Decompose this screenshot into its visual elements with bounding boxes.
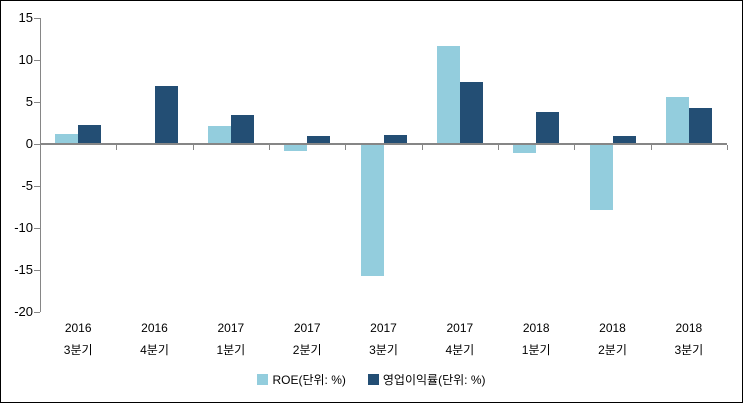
x-axis-label-quarter: 4분기: [140, 343, 169, 357]
y-axis-tick: [34, 186, 40, 187]
x-axis-label: 2016 4분기: [116, 317, 192, 361]
chart-legend: ROE(단위: %) 영업이익률(단위: %): [1, 371, 742, 388]
x-axis-label-year: 2017: [293, 321, 321, 335]
x-axis-label: 2017 2분기: [269, 317, 345, 361]
legend-swatch-operating-margin-icon: [367, 374, 379, 385]
bar-operating-margin-2: [230, 114, 254, 144]
x-axis-label: 2017 4분기: [422, 317, 498, 361]
legend-item-roe: ROE(단위: %): [257, 371, 346, 388]
bar-roe-3: [284, 144, 308, 151]
bar-operating-margin-1: [154, 86, 178, 144]
bar-operating-margin-8: [688, 107, 712, 144]
bar-operating-margin-4: [383, 134, 407, 144]
y-axis-tick: [34, 144, 40, 145]
x-axis-label-year: 2018: [675, 321, 703, 335]
x-axis-tick: [192, 145, 194, 150]
x-axis-tick: [421, 145, 423, 150]
y-axis-label: -5: [21, 178, 33, 193]
y-axis-tick: [34, 228, 40, 229]
x-axis-tick: [498, 145, 499, 150]
x-axis-tick: [269, 145, 270, 150]
x-axis-label: 2018 2분기: [574, 317, 650, 361]
bar-roe-5: [436, 45, 460, 144]
y-axis-label: -15: [14, 262, 33, 277]
y-axis-tick: [34, 60, 40, 61]
y-axis-tick: [34, 312, 40, 313]
bar-operating-margin-6: [536, 112, 560, 144]
y-axis-line: [40, 18, 41, 312]
x-axis-label-year: 2017: [446, 321, 474, 335]
legend-label-operating-margin: 영업이익률(단위: %): [382, 373, 486, 387]
x-axis-label: 2018 1분기: [498, 317, 574, 361]
legend-swatch-roe-icon: [257, 374, 269, 385]
x-axis-label-year: 2017: [370, 321, 397, 335]
bar-roe-2: [207, 126, 231, 144]
y-axis-tick: [34, 18, 40, 19]
x-axis-label-year: 2018: [599, 321, 626, 335]
y-axis-label: 5: [25, 94, 33, 109]
x-axis-label-year: 2017: [217, 321, 245, 335]
bar-roe-7: [589, 144, 613, 211]
x-axis-tick: [574, 145, 576, 150]
x-axis-line: [40, 143, 727, 145]
bar-roe-0: [55, 133, 79, 144]
x-axis-label-quarter: 2분기: [598, 343, 627, 357]
bar-operating-margin-7: [612, 136, 636, 144]
x-axis-label-year: 2016: [141, 321, 168, 335]
x-axis-label-year: 2016: [64, 321, 92, 335]
y-axis-label: 15: [18, 10, 33, 25]
x-axis-label-quarter: 2분기: [292, 343, 322, 357]
y-axis-label: -10: [14, 220, 33, 235]
x-axis-label: 2016 3분기: [40, 317, 116, 361]
x-axis-label: 2018 3분기: [651, 317, 727, 361]
bar-roe-6: [513, 144, 537, 154]
x-axis-label-year: 2018: [522, 321, 550, 335]
x-axis-label-quarter: 4분기: [445, 343, 475, 357]
y-axis-tick: [34, 270, 40, 271]
x-axis-tick: [650, 145, 652, 150]
x-axis-tick: [116, 145, 118, 150]
bar-operating-margin-5: [459, 81, 483, 144]
legend-label-roe: ROE(단위: %): [272, 373, 346, 387]
x-axis-label-quarter: 3분기: [63, 343, 93, 357]
legend-item-operating-margin: 영업이익률(단위: %): [367, 371, 486, 388]
x-axis-label: 2017 3분기: [345, 317, 421, 361]
y-axis-tick: [34, 102, 40, 103]
x-axis-tick: [727, 145, 728, 150]
x-axis-label: 2017 1분기: [193, 317, 269, 361]
x-axis-label-quarter: 1분기: [216, 343, 246, 357]
x-axis-label-quarter: 3분기: [369, 343, 398, 357]
bar-operating-margin-0: [78, 124, 102, 144]
x-axis-label-quarter: 1분기: [521, 343, 551, 357]
bar-operating-margin-3: [307, 135, 331, 144]
x-axis-tick: [40, 145, 41, 150]
y-axis-label: -20: [14, 304, 33, 319]
bar-roe-4: [360, 144, 384, 276]
x-axis-label-quarter: 3분기: [674, 343, 704, 357]
y-axis-label: 0: [25, 136, 33, 151]
y-axis-label: 10: [18, 52, 33, 67]
x-axis-tick: [345, 145, 347, 150]
bar-roe-8: [665, 96, 689, 144]
